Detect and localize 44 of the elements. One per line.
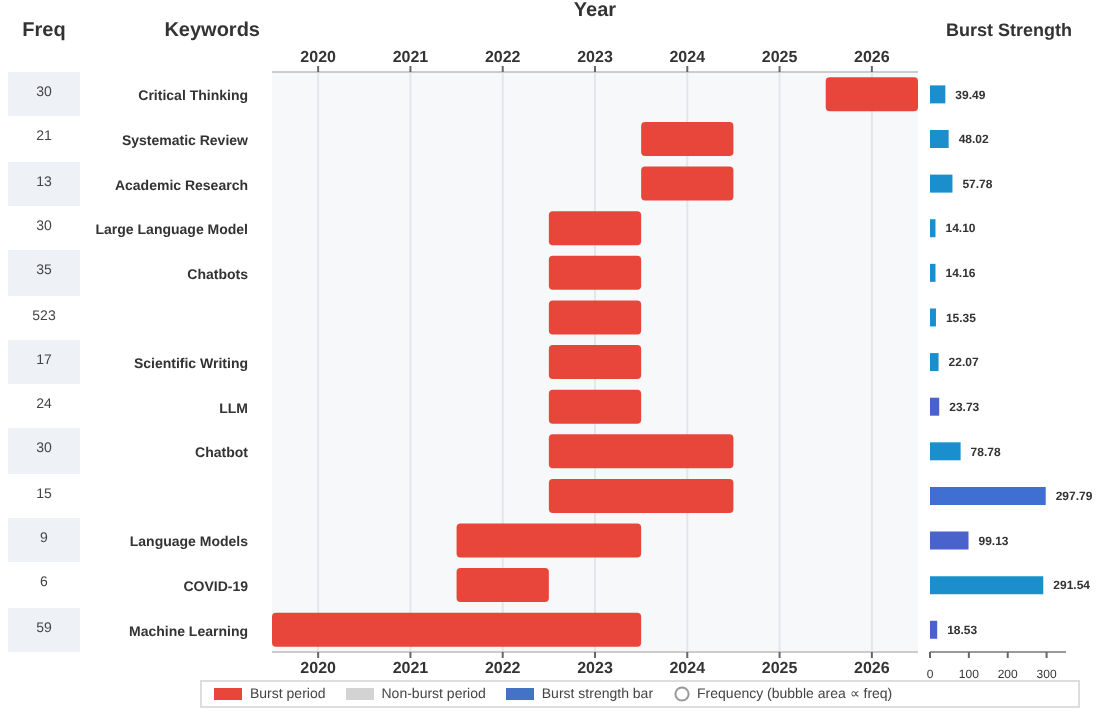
bar [930,531,969,550]
bar [272,612,642,647]
bar [548,345,642,380]
x2-axis-title: Year [571,0,619,22]
y-axis-title: Keywords [162,20,260,42]
x2-tick-label: 2022 [484,48,522,66]
bar [930,174,953,193]
bar [548,389,642,424]
x-tick-label: 2023 [577,659,614,678]
bar [641,166,734,201]
bar [930,85,946,104]
text: Freq [20,20,68,42]
x2-tick-label: 2023 [577,48,614,66]
bar [930,219,936,238]
bar [548,255,642,290]
x-tick-label: 2026 [854,659,891,678]
bar [456,568,549,603]
x2-tick-label: 2025 [761,48,799,66]
bar [548,478,734,513]
x2-tick-label: 2024 [669,48,707,66]
bar [930,130,949,148]
x-tick-label: 2021 [392,659,430,678]
bar [456,523,642,558]
chart-title: Burst Strength [944,20,1074,40]
x-tick-label: 2025 [761,659,799,678]
bar [930,486,1046,505]
x-tick-label: 2024 [669,659,707,678]
bar [930,263,936,282]
x-tick-label: 2022 [484,659,522,678]
bar [825,77,918,112]
bar [548,434,734,469]
bar [548,300,642,335]
bar [930,620,938,639]
x2-tick-label: 2020 [300,48,338,66]
x-tick-label: 2020 [300,659,338,678]
bar [930,353,939,372]
x2-tick-label: 2026 [854,48,891,66]
bar [548,211,642,246]
bar [930,576,1044,595]
x2-tick-label: 2021 [392,48,430,66]
bar [641,121,734,156]
bar [930,442,961,461]
bar [930,397,940,416]
bar [930,308,936,327]
